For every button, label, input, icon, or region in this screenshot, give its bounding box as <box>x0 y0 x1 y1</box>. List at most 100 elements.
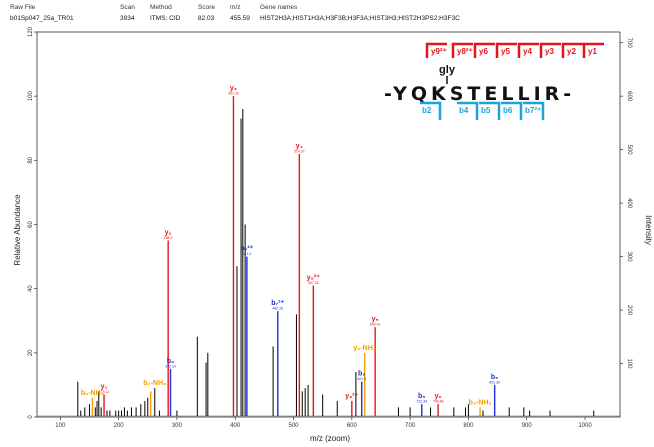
x-tick-label: 200 <box>114 423 125 429</box>
peak-mz-label: 401.29 <box>228 92 239 96</box>
y-tick-label: 100 <box>28 91 34 102</box>
peak-label: b₅ <box>418 393 426 400</box>
peak-label: y₄ <box>296 143 303 150</box>
y-tick-label: 120 <box>28 26 34 37</box>
peak-annotations: y₁175.12b₂-NH₃b₂-NH₃y₂288.2b₂292.14y₃401… <box>81 85 500 406</box>
header: Raw File b01Sp047_25a_TR01 Scan 3934 Met… <box>10 4 644 32</box>
gene-names-value: HIST2H3A;HIST1H3A;H3F3B;H3F3A;HIST3H3;HI… <box>260 15 460 22</box>
b-ion-bracket <box>501 101 523 120</box>
peak-label: b₂-NH₃ <box>143 380 166 387</box>
x-tick-label: 400 <box>230 423 241 429</box>
b-ion-label: b6 <box>503 106 513 115</box>
y-axis-label: Relative Abundance <box>13 194 22 266</box>
sequence-map: y9²⁺ y8²⁺ y6 y5 y4 y3 y2 y1 gly -YQKSTELLIR-b2 b4 b… <box>384 42 604 120</box>
scan-value: 3934 <box>120 15 135 22</box>
peak-mz-label: 643.41 <box>370 323 381 327</box>
y-tick-label: 60 <box>28 221 34 228</box>
score-value: 82.03 <box>198 15 215 22</box>
peak-bars <box>77 96 595 416</box>
x-tick-label: 500 <box>289 423 300 429</box>
method-header: Method <box>150 4 172 11</box>
b-ion-label: b7²⁺ <box>525 106 541 115</box>
y2-tick-label: 500 <box>626 145 632 156</box>
y-ion-label: y1 <box>588 47 597 56</box>
peak-label: b₇²⁺ <box>240 246 253 253</box>
x-tick-label: 800 <box>463 423 474 429</box>
peak-mz-label: 621.3 <box>357 377 366 381</box>
b-ion-bracket <box>479 101 501 120</box>
chart-axes: 100 200 300 400 500 600 700 800 900 1000 0 20 40 60 80… <box>28 26 632 429</box>
y-ion-label: y5 <box>501 47 510 56</box>
scan-header: Scan <box>120 4 135 11</box>
b-ion-bracket <box>420 101 442 120</box>
y-tick-label: 0 <box>28 415 34 419</box>
y-ion-label: y9²⁺ <box>431 47 447 56</box>
y-ion-bracket <box>517 42 539 58</box>
peptide-sequence: -YQKSTELLIR- <box>384 83 575 105</box>
peak-label: b₂ <box>167 358 174 365</box>
peak-mz-label: 482.26 <box>272 307 283 311</box>
peak-mz-label: 722.39 <box>416 400 427 404</box>
x-tick-label: 600 <box>347 423 358 429</box>
peak-mz-label: 514.37 <box>294 149 305 153</box>
peak-mz-label: 292.14 <box>165 364 176 368</box>
b-ion-bracket <box>523 101 545 120</box>
x-tick-label: 100 <box>55 423 66 429</box>
peak-label: b₃ <box>358 371 366 378</box>
y-ion-bracket <box>425 42 447 58</box>
y-ion-bracket <box>561 42 583 58</box>
raw-file-value: b01Sp047_25a_TR01 <box>10 15 74 22</box>
b-ion-label: b5 <box>481 106 491 115</box>
peak-mz-label: 537.32 <box>308 281 319 285</box>
peak-mz-label: 756.48 <box>433 400 444 404</box>
y2-tick-label: 700 <box>626 38 632 49</box>
peak-label: y₈²⁺ <box>307 274 321 281</box>
y2-tick-label: 100 <box>626 359 632 370</box>
y-ion-label: y6 <box>479 47 488 56</box>
y-ion-bracket <box>451 42 473 58</box>
score-header: Score <box>198 4 215 11</box>
peak-label: b₇²⁺ <box>271 300 284 307</box>
y2-tick-label: 200 <box>626 305 632 316</box>
y-ion-bracket <box>582 42 604 58</box>
peak-label: y₂ <box>165 230 172 237</box>
b-ion-label: b2 <box>422 106 432 115</box>
mz-header: m/z <box>230 4 241 11</box>
y2-tick-label: 300 <box>626 252 632 263</box>
peak-mz-label: 288.2 <box>164 236 173 240</box>
y-ion-label: y8²⁺ <box>457 47 473 56</box>
peak-label: y₃ <box>230 85 237 92</box>
x-tick-label: 300 <box>172 423 183 429</box>
y-tick-label: 40 <box>28 285 34 292</box>
b-ion-label: b4 <box>459 106 469 115</box>
peak-label: b₂-NH₃ <box>81 390 104 397</box>
y-ion-label: y2 <box>567 47 576 56</box>
x-tick-label: 1000 <box>578 423 592 429</box>
peak-label: b₆ <box>491 374 498 381</box>
peak-label: y₅-NH₃ <box>353 345 376 352</box>
method-value: ITMS; CID <box>150 15 181 22</box>
peak-label: y₅ <box>372 316 379 323</box>
y-tick-label: 20 <box>28 349 34 356</box>
peak-mz-label: 851.39 <box>489 380 500 384</box>
y-ion-bracket <box>495 42 517 58</box>
y-ion-bracket <box>473 42 495 58</box>
y2-tick-label: 600 <box>626 91 632 102</box>
b-ion-bracket <box>457 101 479 120</box>
y-ion-bracket <box>539 42 561 58</box>
x-tick-label: 900 <box>522 423 533 429</box>
peak-label: y₁ <box>101 384 108 391</box>
y-ion-label: y4 <box>523 47 532 56</box>
y-tick-label: 80 <box>28 156 34 163</box>
modification-label: gly <box>439 64 456 76</box>
y2-tick-label: 400 <box>626 198 632 209</box>
peak-mz-label: 421.2 <box>242 252 251 256</box>
peak-label: y₉²⁺ <box>345 393 358 400</box>
peak-label: b₃-NH₃ <box>468 399 491 406</box>
x-tick-label: 700 <box>405 423 416 429</box>
raw-file-header: Raw File <box>10 4 36 11</box>
y2-axis-label: Intensity <box>644 215 653 245</box>
peak-label: y₆ <box>435 393 442 400</box>
gene-names-header: Gene names <box>260 4 298 11</box>
